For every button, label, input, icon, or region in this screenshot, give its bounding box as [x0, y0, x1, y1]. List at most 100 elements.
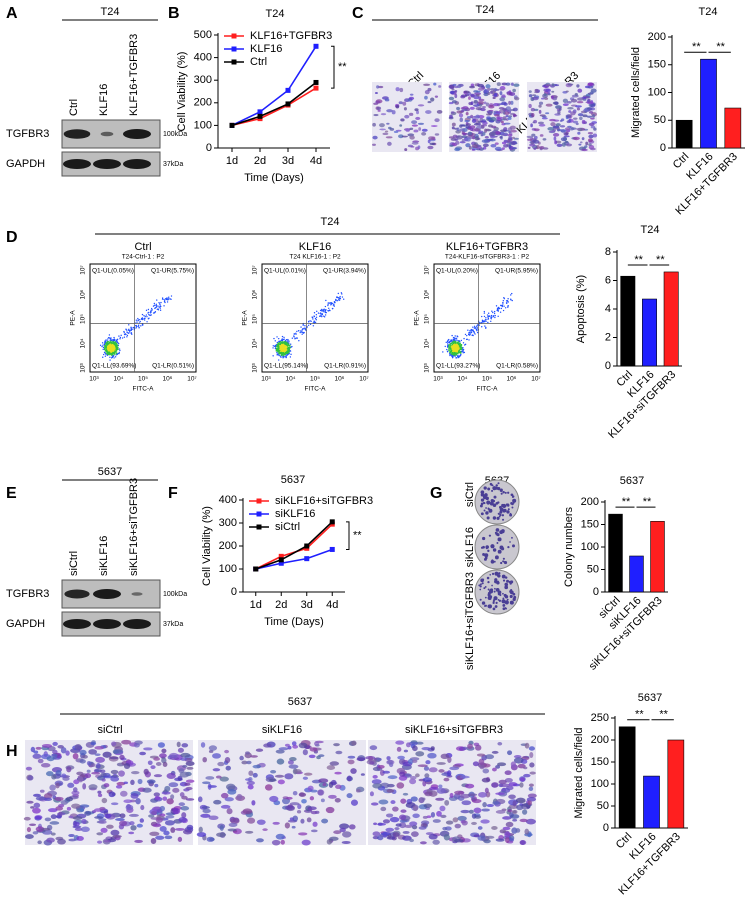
cell [513, 757, 524, 764]
flow-event [458, 349, 461, 351]
flow-event [453, 338, 455, 341]
cell [373, 113, 379, 117]
flow-event [333, 305, 335, 307]
cell [415, 773, 420, 778]
cell [252, 764, 262, 769]
flow-event [450, 352, 452, 354]
cell [271, 839, 281, 846]
cell [529, 762, 535, 768]
cell [557, 110, 561, 115]
cell [565, 143, 573, 147]
flow-tick-label: 10⁴ [113, 376, 123, 383]
cell [581, 137, 585, 141]
flow-event [272, 345, 274, 347]
flow-event [137, 325, 140, 327]
flow-event [278, 352, 281, 355]
cell [109, 756, 119, 760]
flow-tick-label: 10⁶ [507, 376, 517, 383]
cell [509, 814, 520, 819]
flow-event [280, 343, 283, 346]
flow-event [159, 309, 162, 311]
flow-event [167, 299, 169, 301]
cell [35, 826, 45, 832]
data-point [285, 101, 291, 107]
significance-bracket [346, 521, 350, 550]
flow-event [285, 338, 288, 341]
legend-marker [256, 511, 262, 517]
colony [498, 599, 502, 602]
cell [539, 114, 546, 117]
cell [528, 103, 532, 109]
series-line [255, 548, 333, 570]
cell [119, 813, 126, 819]
cell [538, 123, 546, 127]
flow-event [289, 344, 291, 347]
data-point [329, 519, 335, 525]
cell [166, 798, 174, 805]
cell [208, 745, 218, 751]
flow-event [110, 348, 113, 351]
flow-tick-label: 10⁷ [359, 376, 369, 383]
bar [620, 275, 636, 367]
blot-band [63, 159, 91, 169]
cell [501, 133, 509, 137]
flow-event [160, 305, 162, 308]
cell [200, 813, 211, 818]
group-label: siKLF16 [262, 724, 302, 736]
cell [472, 136, 476, 140]
cell [468, 145, 472, 150]
flow-event [342, 298, 345, 300]
flow-event [272, 355, 274, 357]
flow-event [281, 339, 283, 342]
flow-event [284, 340, 287, 342]
cell [530, 107, 535, 112]
cell [541, 117, 548, 120]
flow-event [476, 331, 479, 334]
flow-event [449, 354, 451, 357]
cell [434, 133, 440, 136]
cell [151, 810, 158, 816]
cell [184, 782, 191, 786]
colony [480, 512, 484, 516]
flow-event [150, 307, 153, 310]
bar [618, 726, 636, 829]
cell [379, 128, 386, 131]
cell [373, 822, 378, 826]
colony [509, 600, 514, 605]
colony [484, 586, 487, 588]
cell [460, 809, 470, 814]
cell [456, 106, 461, 111]
significance: ** [634, 254, 643, 266]
cell [46, 756, 55, 762]
cell [225, 783, 236, 791]
cell [398, 775, 408, 781]
cell [95, 756, 106, 763]
flow-event [452, 347, 455, 350]
cell [455, 130, 461, 134]
cell [101, 778, 106, 782]
y-tick-label: 100 [581, 541, 599, 553]
flow-event [161, 298, 164, 300]
cell [40, 827, 51, 831]
cell [528, 94, 533, 98]
cell [82, 783, 87, 790]
blot-cell-line: T24 [101, 6, 120, 18]
cell [530, 123, 533, 128]
flow-event [118, 335, 120, 337]
flow-event [293, 336, 295, 338]
flow-event [142, 318, 144, 321]
cell [429, 142, 436, 146]
flow-event [286, 344, 288, 347]
cell [588, 134, 594, 139]
cell [186, 824, 194, 831]
cell [386, 122, 390, 125]
colony [504, 600, 509, 605]
flow-event [111, 356, 114, 359]
flow-event [154, 307, 157, 309]
cell [449, 792, 454, 799]
flow-event [298, 340, 300, 342]
cell [312, 821, 318, 827]
cell [574, 93, 578, 96]
cell [33, 750, 39, 754]
cell [588, 122, 595, 126]
